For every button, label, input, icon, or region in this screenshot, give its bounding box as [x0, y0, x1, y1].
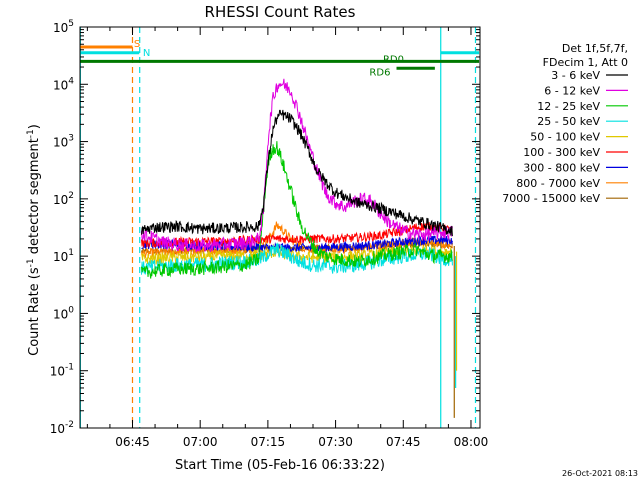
y-tick-label: 101 [53, 248, 74, 264]
x-tick-label: 07:00 [183, 435, 218, 449]
legend-label: 25 - 50 keV [537, 115, 600, 128]
y-tick-label: 104 [53, 76, 74, 92]
y-tick-label: 10-2 [50, 420, 74, 436]
x-tick-label: 08:00 [454, 435, 489, 449]
plot-frame [79, 26, 481, 429]
x-tick-label: 07:45 [386, 435, 421, 449]
legend-label: 800 - 7000 keV [516, 177, 600, 190]
y-tick-label: 10-1 [50, 363, 74, 379]
legend: Det 1f,5f,7f,FDecim 1, Att 03 - 6 keV 6 -… [502, 42, 628, 205]
y-tick-label: 103 [53, 134, 74, 150]
y-tick-label: 102 [53, 191, 74, 207]
legend-label: 6 - 12 keV [544, 84, 600, 97]
legend-label: 7000 - 15000 keV [502, 192, 600, 205]
legend-label: 12 - 25 keV [537, 100, 600, 113]
flag-label: RD6 [369, 68, 390, 79]
y-tick-label: 100 [53, 305, 74, 321]
plot-area: SN RD0 RD6 [79, 27, 480, 428]
legend-label: 300 - 800 keV [523, 161, 600, 174]
x-tick-label: 07:15 [251, 435, 286, 449]
legend-label: 50 - 100 keV [530, 131, 600, 144]
flag-label: N [143, 48, 150, 59]
flag-label: S [134, 39, 140, 50]
y-axis-label: Count Rate (s-1 detector segment-1) [26, 124, 42, 356]
series-line [141, 141, 453, 279]
legend-label: 100 - 300 keV [523, 146, 600, 159]
x-axis-label: Start Time (05-Feb-16 06:33:22) [175, 458, 385, 473]
legend-header: Det 1f,5f,7f, [562, 42, 628, 55]
timestamp: 26-Oct-2021 08:13 [562, 469, 638, 478]
axes: 10-2 10-1 100 101 102 103 104 105 06:45 07:00 07:1… [50, 19, 489, 449]
series-line [141, 78, 453, 253]
legend-header: FDecim 1, Att 0 [543, 56, 628, 69]
series-group [141, 78, 458, 418]
x-tick-label: 06:45 [115, 435, 150, 449]
y-tick-label: 105 [53, 19, 74, 35]
series-line [141, 109, 453, 237]
legend-label: 3 - 6 keV [551, 69, 600, 82]
chart-title: RHESSI Count Rates [205, 3, 356, 21]
x-tick-label: 07:30 [318, 435, 353, 449]
flag-label: RD0 [383, 55, 404, 66]
